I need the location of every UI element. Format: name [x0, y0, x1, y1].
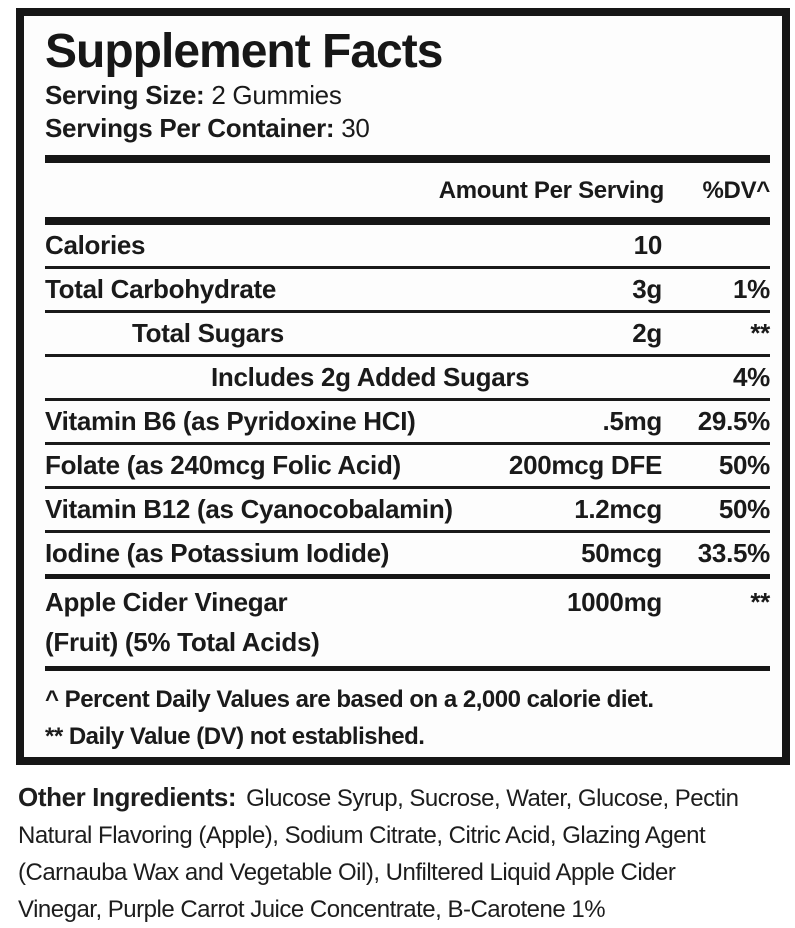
nutrient-name-line2: (Fruit) (5% Total Acids)	[45, 627, 320, 658]
nutrient-name-line1: Apple Cider Vinegar	[45, 587, 288, 618]
nutrient-amount: 3g	[632, 274, 662, 305]
row-divider	[45, 486, 770, 490]
table-row-total-sugars: Total Sugars 2g **	[45, 313, 770, 354]
servings-per-container-line: Servings Per Container: 30	[45, 112, 770, 145]
footnote-dv-not-established: ** Daily Value (DV) not established.	[45, 723, 425, 751]
other-ingredients-line: Glucose Syrup, Sucrose, Water, Glucose, …	[246, 785, 739, 812]
nutrient-name: Folate (as 240mcg Folic Acid)	[45, 450, 401, 481]
thick-divider	[45, 155, 770, 164]
nutrient-amount: 1000mg	[566, 587, 662, 618]
serving-size-line: Serving Size: 2 Gummies	[45, 79, 770, 112]
nutrient-amount: 1.2mcg	[574, 494, 662, 525]
table-column-header: Amount Per Serving %DV^	[45, 163, 771, 217]
table-row-added-sugars: Includes 2g Added Sugars 4%	[45, 357, 770, 398]
panel-title: Supplement Facts	[45, 25, 443, 78]
table-row-vitamin-b12: Vitamin B12 (as Cyanocobalamin) 1.2mcg 5…	[45, 489, 770, 530]
nutrient-dv: 1%	[733, 274, 770, 305]
medium-divider	[45, 666, 770, 672]
nutrient-amount: 2g	[632, 318, 662, 349]
nutrient-name: Vitamin B12 (as Cyanocobalamin)	[45, 494, 453, 525]
nutrient-name: Vitamin B6 (as Pyridoxine HCI)	[45, 406, 416, 437]
table-row-total-carbohydrate: Total Carbohydrate 3g 1%	[45, 269, 770, 310]
servings-per-container-label: Servings Per Container:	[45, 113, 335, 144]
footnotes: ^ Percent Daily Values are based on a 2,…	[45, 671, 770, 755]
dv-column-header: %DV^	[702, 177, 771, 205]
nutrient-name: Total Carbohydrate	[45, 274, 277, 305]
nutrient-dv: **	[750, 318, 770, 349]
row-divider	[45, 266, 770, 270]
row-divider	[45, 530, 770, 534]
other-ingredients-line: Natural Flavoring (Apple), Sodium Citrat…	[18, 822, 706, 849]
other-ingredients-section: Other Ingredients: Glucose Syrup, Sucrose…	[18, 779, 786, 928]
nutrient-dv: 29.5%	[697, 406, 771, 437]
servings-per-container-value: 30	[341, 113, 370, 144]
row-divider	[45, 398, 770, 402]
thick-divider	[45, 217, 770, 226]
nutrient-amount: 10	[633, 230, 663, 261]
nutrient-name: Includes 2g Added Sugars	[211, 362, 530, 393]
nutrient-dv: 33.5%	[697, 538, 771, 569]
nutrient-amount: 200mcg DFE	[508, 450, 662, 481]
table-row-calories: Calories 10	[45, 225, 770, 266]
footnote-percent-dv: ^ Percent Daily Values are based on a 2,…	[45, 686, 654, 714]
nutrient-dv: 50%	[718, 494, 770, 525]
nutrient-dv: 4%	[733, 362, 770, 393]
table-row-apple-cider-vinegar: Apple Cider Vinegar (Fruit) (5% Total Ac…	[45, 579, 770, 666]
nutrient-dv: **	[750, 587, 770, 618]
nutrient-dv: 50%	[718, 450, 770, 481]
table-row-folate: Folate (as 240mcg Folic Acid) 200mcg DFE…	[45, 445, 770, 486]
medium-divider	[45, 574, 770, 580]
row-divider	[45, 354, 770, 358]
serving-size-label: Serving Size:	[45, 80, 205, 111]
other-ingredients-label: Other Ingredients:	[18, 782, 237, 812]
table-row-vitamin-b6: Vitamin B6 (as Pyridoxine HCI) .5mg 29.5…	[45, 401, 770, 442]
nutrient-name: Total Sugars	[132, 318, 284, 349]
other-ingredients-line: (Carnauba Wax and Vegetable Oil), Unfilt…	[18, 859, 676, 886]
table-row-iodine: Iodine (as Potassium Iodide) 50mcg 33.5%	[45, 533, 770, 574]
nutrient-name: Calories	[45, 230, 146, 261]
nutrient-name: Apple Cider Vinegar (Fruit) (5% Total Ac…	[45, 582, 567, 662]
nutrient-amount: 50mcg	[581, 538, 662, 569]
row-divider	[45, 310, 770, 314]
nutrient-name: Iodine (as Potassium Iodide)	[45, 538, 390, 569]
row-divider	[45, 442, 770, 446]
supplement-facts-panel: Supplement Facts Serving Size: 2 Gummies…	[16, 8, 790, 765]
other-ingredients-line: Vinegar, Purple Carrot Juice Concentrate…	[18, 896, 606, 923]
serving-size-value: 2 Gummies	[211, 80, 342, 111]
nutrient-amount: .5mg	[602, 406, 663, 437]
amount-column-header: Amount Per Serving	[438, 177, 665, 205]
